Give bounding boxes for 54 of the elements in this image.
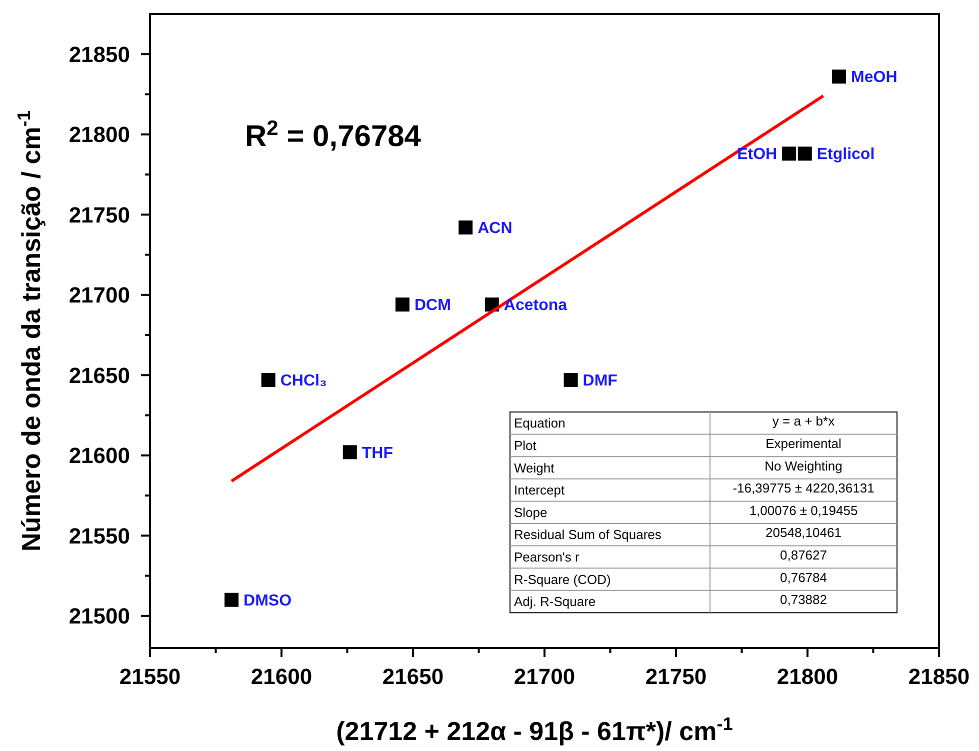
annotation: EtOH [737, 146, 778, 164]
point [342, 445, 357, 460]
x-tick-label: 21850 [908, 664, 970, 689]
annotation: MeOH [851, 69, 898, 86]
point [782, 146, 796, 161]
y-tick-label: 21750 [68, 202, 130, 228]
annotation: 0,73882 [780, 592, 827, 608]
annotation: CHCl₃ [280, 372, 327, 390]
annotation: DMSO [244, 592, 292, 610]
annotation: Slope [514, 504, 548, 520]
x-tick-label: 21650 [382, 664, 444, 689]
x-axis-title: (21712 + 212α - 91β - 61π*)/ cm$^{-1}$ [336, 714, 733, 746]
y-tick-label: 21550 [68, 523, 130, 548]
annotation: DMF [582, 372, 618, 390]
annotation: 1,00076 ± 0,19455 [749, 502, 858, 518]
annotation: ACN [478, 220, 512, 238]
annotation: Weight [514, 460, 555, 476]
annotation: Adj. R-Square [514, 594, 596, 610]
x-tick-label: 21550 [119, 664, 181, 689]
annotation: 0,87627 [780, 548, 827, 562]
x-tick-label: 21700 [514, 664, 576, 689]
y-tick-label: 21850 [68, 42, 130, 67]
annotation: No Weighting [764, 458, 842, 474]
y-tick-label: 21700 [68, 282, 130, 308]
annotation: Intercept [514, 482, 565, 498]
x-tick-label: 21750 [645, 664, 707, 689]
annotation: Residual Sum of Squares [514, 527, 662, 542]
point [261, 372, 276, 387]
annotation: THF [362, 444, 394, 462]
annotation: R-Square (COD) [514, 572, 611, 587]
annotation: Pearson's r [514, 550, 580, 564]
y-tick-label: 21500 [68, 604, 130, 629]
x-tick-label: 21600 [250, 664, 312, 689]
annotation: Equation [514, 416, 566, 431]
y-tick-label: 21650 [68, 362, 130, 388]
point [564, 372, 578, 387]
annotation: Etglicol [816, 146, 875, 164]
point [224, 592, 239, 607]
x-tick-label: 21800 [776, 664, 838, 689]
annotation: Acetona [504, 297, 568, 314]
y-tick-label: 21600 [68, 443, 130, 468]
annotation: 0,76784 [780, 570, 827, 585]
point [798, 146, 812, 161]
annotation: 20548,10461 [766, 525, 842, 540]
annotation: -16,39775 ± 4220,36131 [732, 480, 874, 496]
y-tick-label: 21800 [68, 122, 130, 148]
point [458, 220, 473, 234]
point [832, 70, 846, 84]
point [395, 298, 410, 312]
annotation: R$^{2}$ = 0,76784 [245, 116, 422, 153]
annotation: Plot [514, 438, 537, 453]
annotation: y = a + b*x [772, 414, 836, 429]
annotation: DCM [414, 297, 451, 314]
annotation: Experimental [766, 436, 842, 451]
